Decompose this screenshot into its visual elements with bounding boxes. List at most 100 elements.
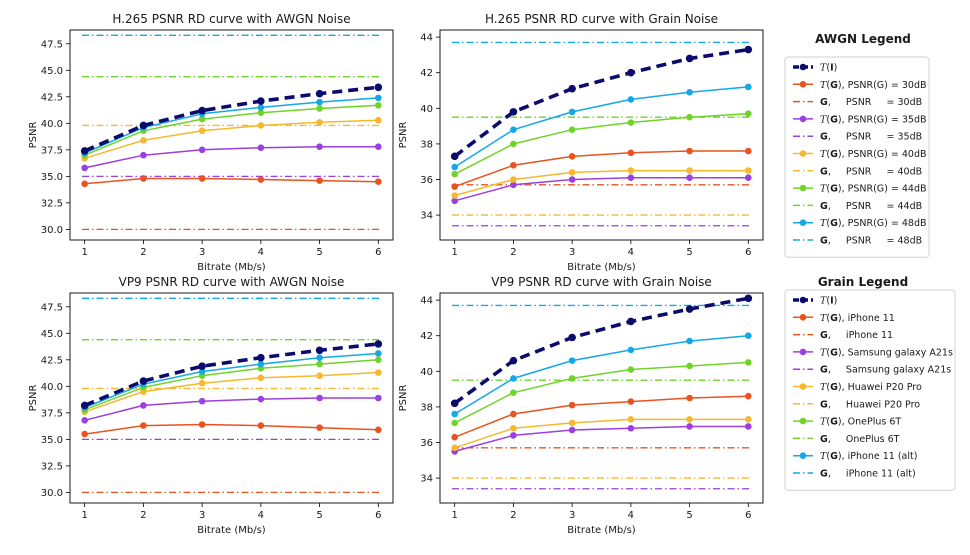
- series-9-point: [257, 104, 265, 111]
- series-9-point: [745, 332, 752, 340]
- series-0-point: [450, 152, 459, 161]
- legend-entry-label: G, OnePlus 6T: [820, 434, 900, 445]
- series-5-point: [198, 379, 206, 387]
- y-tick-label: 38: [420, 139, 433, 150]
- series-7-line: [84, 104, 379, 156]
- series-5-point: [375, 116, 382, 124]
- series-0-point: [139, 121, 148, 130]
- legend-operator: T: [820, 218, 827, 229]
- legend-entry-label: T(G), iPhone 11 (alt): [820, 451, 917, 462]
- series-3-point: [568, 176, 576, 183]
- legend-entry-label: T(I): [820, 296, 837, 307]
- legend-rest: , Samsung galaxy A21s: [828, 365, 951, 376]
- legend-entry-label: G, Samsung galaxy A21s: [820, 365, 951, 376]
- series-1-point: [316, 424, 323, 431]
- legend-swatch-marker: [799, 296, 807, 304]
- y-tick-label: 36: [420, 175, 433, 186]
- series-5-point: [257, 374, 265, 382]
- legend-entry-label: T(G), iPhone 11: [820, 313, 895, 324]
- series-0-point: [685, 54, 694, 63]
- series-5-point: [140, 137, 147, 144]
- series-3-point: [686, 174, 693, 182]
- series-7-point: [451, 419, 458, 427]
- x-tick-label: 1: [451, 247, 457, 258]
- legend-rest: , iPhone 11 (alt): [828, 469, 916, 480]
- series-9-point: [627, 346, 635, 354]
- legend-operator: T: [820, 80, 827, 91]
- legend-entry-label: G, PSNR = 40dB: [820, 166, 922, 177]
- legend-swatch-marker: [799, 219, 807, 226]
- series-5-point: [568, 169, 576, 176]
- series-9-point: [686, 88, 693, 96]
- series-0-point: [627, 68, 635, 77]
- series-3-point: [198, 397, 206, 405]
- y-tick-label: 44: [420, 33, 433, 44]
- series-5-point: [686, 167, 693, 174]
- series-5-point: [316, 118, 323, 126]
- series-3-point: [510, 432, 517, 439]
- y-tick-label: 45.0: [41, 329, 63, 340]
- legend-mark: G: [830, 417, 838, 428]
- legend-operator: G: [820, 469, 828, 480]
- series-3-point: [745, 423, 752, 430]
- series-3-point: [375, 143, 382, 150]
- series-0-point: [315, 89, 324, 98]
- legend-mark: G: [830, 451, 838, 462]
- legend-operator: G: [820, 201, 828, 212]
- legend-operator: G: [820, 399, 828, 410]
- series-3-point: [568, 426, 576, 434]
- x-tick-label: 2: [140, 510, 146, 521]
- x-tick-label: 6: [745, 247, 751, 258]
- legend-mark: I: [830, 63, 834, 74]
- legend-operator: G: [820, 166, 828, 177]
- series-0-point: [315, 346, 324, 355]
- legend-rest: , PSNR = 40dB: [828, 166, 922, 177]
- legend-entry-label: T(G), PSNR(G) = 40dB: [820, 149, 927, 160]
- series-0-line: [84, 342, 379, 408]
- legend-operator: T: [820, 313, 827, 324]
- series-7-line: [454, 112, 749, 175]
- x-tick-label: 4: [628, 247, 634, 258]
- series-5-point: [451, 192, 458, 199]
- series-9-point: [568, 357, 576, 364]
- series-0-point: [568, 333, 576, 342]
- legend-rest: , PSNR = 44dB: [828, 201, 922, 212]
- y-tick-label: 34: [420, 211, 433, 222]
- legend-rest: , Samsung galaxy A21s: [842, 347, 953, 358]
- series-1-line: [84, 177, 379, 185]
- legend-mark: G: [830, 114, 838, 125]
- series-1-point: [81, 430, 88, 438]
- series-7-point: [198, 115, 206, 123]
- series-1-point: [81, 180, 88, 188]
- series-7-point: [451, 170, 458, 178]
- series-9-point: [198, 368, 206, 375]
- y-tick-label: 40.0: [41, 382, 63, 393]
- legend-swatch-marker: [799, 81, 807, 88]
- series-5-line: [454, 169, 749, 197]
- series-7-point: [510, 140, 517, 148]
- series-0-point: [450, 399, 459, 408]
- x-tick-label: 1: [81, 247, 87, 258]
- series-0-point: [80, 147, 89, 155]
- series-9-point: [510, 375, 517, 382]
- series-7-point: [257, 109, 265, 117]
- legend-title: AWGN Legend: [815, 32, 911, 46]
- legend-mark: G: [830, 382, 838, 393]
- series-1-point: [451, 183, 458, 190]
- plot-frame: [69, 29, 394, 241]
- x-axis-label: Bitrate (Mb/s): [567, 525, 636, 536]
- series-1-point: [140, 422, 147, 429]
- series-1-point: [686, 394, 693, 402]
- series-0-point: [257, 353, 265, 362]
- x-tick-label: 5: [686, 247, 692, 258]
- legend-rest: , PSNR = 48dB: [828, 236, 922, 247]
- y-tick-label: 35.0: [41, 172, 63, 183]
- legend-operator: T: [820, 149, 827, 160]
- legend-rest: , PSNR(G) = 40dB: [842, 149, 927, 160]
- legend-entry-label: G, PSNR = 44dB: [820, 201, 922, 212]
- series-3-point: [375, 394, 382, 402]
- legend-rest: , iPhone 11: [828, 330, 893, 341]
- legend-operator: G: [820, 236, 828, 247]
- series-0-point: [374, 83, 383, 92]
